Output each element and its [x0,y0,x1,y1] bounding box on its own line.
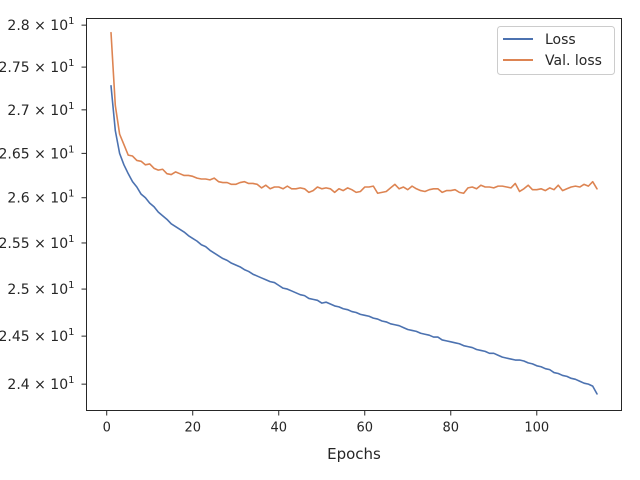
legend-label-val-loss: Val. loss [545,53,602,69]
x-tick-label: 0 [103,421,111,436]
x-tick-label: 100 [524,421,549,436]
y-axis: 2.4 × 101 2.45 × 101 2.5 × 101 2.55 × 101 2.… [0,16,87,393]
y-tick-label: 2.7 × 101 [7,101,74,119]
x-tick-label: 60 [356,421,373,436]
y-tick-label: 2.4 × 101 [7,375,74,393]
y-tick-label: 2.55 × 101 [0,234,75,252]
legend: Loss Val. loss [497,26,615,75]
series-line-0 [110,85,598,395]
y-tick-label: 2.5 × 101 [7,280,74,298]
x-axis: 0 20 40 60 80 100 [103,410,549,436]
x-tick-label: 40 [270,421,287,436]
y-tick-label: 2.8 × 101 [7,16,74,34]
y-tick-label: 2.65 × 101 [0,144,75,162]
y-tick-label: 2.6 × 101 [7,189,74,207]
series-lines [110,31,598,395]
x-tick-label: 20 [184,421,201,436]
plot-frame [86,18,622,411]
x-tick-label: 80 [442,421,459,436]
y-tick-label: 2.45 × 101 [0,327,75,345]
x-axis-label: Epochs [327,445,381,463]
legend-label-loss: Loss [545,32,576,48]
y-tick-label: 2.75 × 101 [0,58,75,76]
series-line-1 [110,31,598,195]
